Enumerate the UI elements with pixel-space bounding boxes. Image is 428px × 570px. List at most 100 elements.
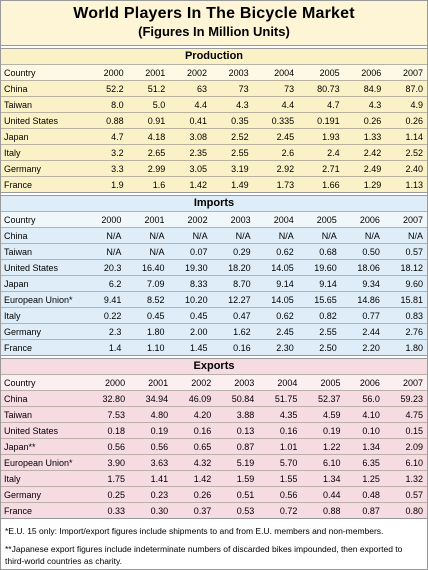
cell: 8.52 <box>125 291 169 308</box>
cell: 0.88 <box>301 502 345 518</box>
section: Exports Country 2000 2001 2002 2003 2004 2005 20… <box>1 358 427 519</box>
header-row: Country 2000 2001 2002 2003 2004 2005 2006 2007 <box>1 64 427 81</box>
cell: 8.70 <box>211 275 255 292</box>
section-title: Production <box>184 50 244 62</box>
cell: N/A <box>86 243 126 260</box>
table: Country 2000 2001 2002 2003 2004 2005 2006 2007 C… <box>1 211 427 355</box>
section-title: Exports <box>193 360 235 372</box>
header-row: Country 2000 2001 2002 2003 2004 2005 2006 2007 <box>1 211 427 228</box>
cell: 2.6 <box>252 144 299 161</box>
cell: 0.10 <box>344 422 384 439</box>
cell: 1.55 <box>258 470 302 487</box>
cell: 18.12 <box>383 259 427 276</box>
cell: 6.10 <box>383 454 427 471</box>
cell: N/A <box>297 227 341 244</box>
cell: 3.08 <box>169 128 211 145</box>
row: China N/A N/A N/A N/A N/A N/A N/A N/A <box>1 227 427 244</box>
section: Imports Country 2000 2001 2002 2003 2004 2005 20… <box>1 195 427 356</box>
column-header: Country <box>1 374 86 391</box>
row-label: Germany <box>1 323 86 340</box>
cell: 0.15 <box>383 422 427 439</box>
cell: 0.18 <box>86 422 130 439</box>
cell: 1.93 <box>298 128 344 145</box>
cell: 2.55 <box>210 144 253 161</box>
cell: 2.35 <box>169 144 211 161</box>
cell: 50.84 <box>215 390 259 407</box>
cell: 32.80 <box>86 390 130 407</box>
cell: 80.73 <box>298 80 344 97</box>
row-label: Germany <box>1 160 86 177</box>
cell: 14.05 <box>254 259 298 276</box>
cell: 0.30 <box>129 502 173 518</box>
row-label: China <box>1 80 86 97</box>
cell: 1.66 <box>298 176 344 192</box>
cell: 0.57 <box>383 243 427 260</box>
cell: 4.32 <box>172 454 216 471</box>
cell: 1.80 <box>125 323 169 340</box>
cell: 4.59 <box>301 406 345 423</box>
cell: 18.20 <box>211 259 255 276</box>
cell: 15.65 <box>297 291 341 308</box>
cell: 0.29 <box>211 243 255 260</box>
column-header: 2000 <box>86 374 130 391</box>
row: France 1.4 1.10 1.45 0.16 2.30 2.50 2.20 1.80 <box>1 339 427 355</box>
row: United States 20.3 16.40 19.30 18.20 14.05 19.… <box>1 259 427 276</box>
cell: 2.99 <box>127 160 170 177</box>
cell: 1.4 <box>86 339 126 355</box>
cell: 0.56 <box>129 438 173 455</box>
cell: 19.60 <box>297 259 341 276</box>
cell: 18.06 <box>340 259 384 276</box>
row: Japan 6.2 7.09 8.33 8.70 9.14 9.14 9.34 9.60 <box>1 275 427 292</box>
cell: 5.19 <box>215 454 259 471</box>
cell: 1.22 <box>301 438 345 455</box>
cell: 2.3 <box>86 323 126 340</box>
cell: 1.32 <box>383 470 427 487</box>
cell: 4.20 <box>172 406 216 423</box>
footnote: *E.U. 15 only: Import/export figures inc… <box>5 526 384 536</box>
cell: 15.81 <box>383 291 427 308</box>
cell: 0.50 <box>340 243 384 260</box>
cell: N/A <box>254 227 298 244</box>
cell: 2.45 <box>254 323 298 340</box>
cell: 4.4 <box>252 96 299 113</box>
cell: 4.3 <box>210 96 253 113</box>
cell: 4.35 <box>258 406 302 423</box>
cell: 0.45 <box>168 307 212 324</box>
column-header: 2002 <box>168 211 212 228</box>
cell: 0.48 <box>344 486 384 503</box>
cell: 0.77 <box>340 307 384 324</box>
row-label: United States <box>1 422 86 439</box>
cell: 9.14 <box>297 275 341 292</box>
row-label: France <box>1 176 86 192</box>
column-header: 2005 <box>301 374 345 391</box>
cell: 8.33 <box>168 275 212 292</box>
cell: 16.40 <box>125 259 169 276</box>
cell: 2.92 <box>252 160 299 177</box>
cell: 1.34 <box>344 438 384 455</box>
cell: 1.13 <box>385 176 427 192</box>
cell: 0.26 <box>385 112 427 129</box>
cell: 2.52 <box>385 144 427 161</box>
cell: 73 <box>210 80 253 97</box>
cell: 0.16 <box>258 422 302 439</box>
cell: 12.27 <box>211 291 255 308</box>
cell: 4.7 <box>86 128 128 145</box>
row-label: Taiwan <box>1 243 86 260</box>
cell: 0.51 <box>215 486 259 503</box>
cell: 3.90 <box>86 454 130 471</box>
cell: 0.47 <box>211 307 255 324</box>
column-header: 2002 <box>172 374 216 391</box>
cell: 0.35 <box>210 112 253 129</box>
cell: N/A <box>125 227 169 244</box>
row: Taiwan N/A N/A 0.07 0.29 0.62 0.68 0.50 0.57 <box>1 243 427 260</box>
cell: 2.44 <box>340 323 384 340</box>
section: Production Country 2000 2001 2002 2003 2004 200… <box>1 48 427 193</box>
cell: 0.19 <box>301 422 345 439</box>
row-label: United States <box>1 259 86 276</box>
row-label: Italy <box>1 307 86 324</box>
column-header: 2007 <box>385 64 427 81</box>
cell: 1.42 <box>169 176 211 192</box>
row: Germany 3.3 2.99 3.05 3.19 2.92 2.71 2.49 2.40 <box>1 160 427 177</box>
cell: 2.52 <box>210 128 253 145</box>
row: Taiwan 8.0 5.0 4.4 4.3 4.4 4.7 4.3 4.9 <box>1 96 427 113</box>
